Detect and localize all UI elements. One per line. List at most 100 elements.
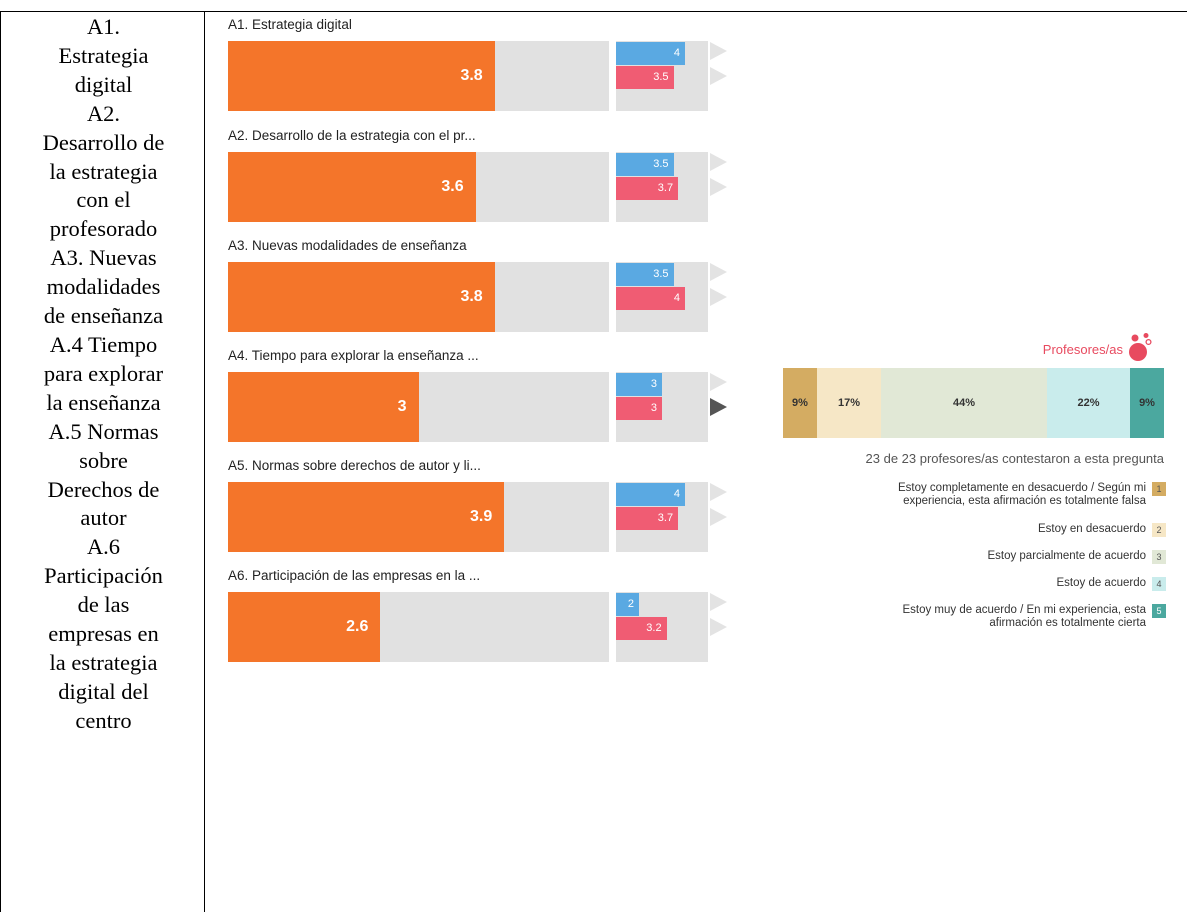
bar: 3 — [228, 372, 419, 442]
legend-swatch: 5 — [1152, 604, 1166, 618]
comparison-value-label: 3 — [650, 402, 657, 414]
comparison-bar-red: 3.2 — [616, 617, 667, 640]
distribution-segment: 9% — [1130, 368, 1164, 438]
play-arrow-icon[interactable] — [710, 178, 727, 196]
comparison-value-label: 4 — [673, 292, 680, 304]
comparison-bar-blue: 2 — [616, 593, 639, 616]
comparison-value-label: 4 — [673, 47, 680, 59]
group-label: Profesores/as — [1042, 342, 1123, 357]
item-title[interactable]: A4. Tiempo para explorar la enseñanza ..… — [228, 348, 479, 363]
comparison-value-label: 3.7 — [657, 182, 674, 194]
play-arrow-icon[interactable] — [710, 508, 727, 526]
comparison-chart: 3.5 3.7 — [616, 152, 708, 222]
play-arrow-icon[interactable] — [710, 483, 727, 501]
item-panel: A1. Estrategia digital 3.8 4 3.5 — [228, 17, 738, 122]
comparison-bar-blue: 3.5 — [616, 263, 674, 286]
play-arrow-icon[interactable] — [710, 593, 727, 611]
comparison-bar-red: 3.7 — [616, 177, 679, 200]
distribution-bar: 9% 17% 44% 22% 9% — [783, 368, 1164, 438]
bar: 3.9 — [228, 482, 505, 552]
item-panel: A4. Tiempo para explorar la enseñanza ..… — [228, 348, 738, 453]
comparison-bar-red: 3.5 — [616, 66, 674, 89]
item-title[interactable]: A2. Desarrollo de la estrategia con el p… — [228, 128, 476, 143]
bar-value-label: 3.6 — [441, 178, 464, 195]
comparison-bar-blue: 4 — [616, 483, 685, 506]
legend-label: Estoy parcialmente de acuerdo — [987, 550, 1146, 562]
comparison-value-label: 2 — [627, 598, 634, 610]
segment-value-label: 9% — [792, 397, 808, 409]
comparison-value-label: 3.5 — [653, 268, 669, 280]
legend-swatch: 3 — [1152, 550, 1166, 564]
legend-label: Estoy muy de acuerdo / En mi experiencia… — [902, 604, 1146, 629]
legend-swatch: 2 — [1152, 523, 1166, 537]
bar-track: 3.6 — [228, 152, 609, 222]
comparison-bar-blue: 3.5 — [616, 153, 674, 176]
bar: 3.6 — [228, 152, 476, 222]
comparison-bar-red: 3.7 — [616, 507, 679, 530]
play-arrow-icon[interactable] — [710, 373, 727, 391]
people-icon — [1129, 333, 1152, 361]
bar-track: 3 — [228, 372, 609, 442]
item-panel: A2. Desarrollo de la estrategia con el p… — [228, 128, 738, 233]
response-count: 23 de 23 profesores/as contestaron a est… — [865, 451, 1164, 466]
frame-top-border — [0, 11, 1187, 12]
item-title[interactable]: A6. Participación de las empresas en la … — [228, 568, 481, 583]
comparison-value-label: 4 — [673, 488, 680, 500]
bar-track: 2.6 — [228, 592, 609, 662]
comparison-bar-blue: 4 — [616, 42, 685, 65]
comparison-value-label: 3.5 — [653, 158, 669, 170]
distribution-segment: 9% — [783, 368, 817, 438]
item-panel: A6. Participación de las empresas en la … — [228, 568, 738, 673]
legend-swatch: 4 — [1152, 577, 1166, 591]
item-panel: A5. Normas sobre derechos de autor y li.… — [228, 458, 738, 563]
legend-item: Estoy de acuerdo 4 — [1056, 577, 1166, 591]
legend-item: Estoy parcialmente de acuerdo 3 — [987, 550, 1166, 564]
comparison-bar-red: 3 — [616, 397, 662, 420]
comparison-chart: 2 3.2 — [616, 592, 708, 662]
legend-item: Estoy en desacuerdo 2 — [1038, 523, 1166, 537]
segment-value-label: 22% — [1077, 397, 1100, 409]
comparison-chart: 3.5 4 — [616, 262, 708, 332]
play-arrow-icon[interactable] — [710, 263, 727, 281]
comparison-value-label: 3 — [650, 378, 657, 390]
comparison-chart: 4 3.7 — [616, 482, 708, 552]
play-arrow-icon[interactable] — [710, 67, 727, 85]
play-arrow-icon[interactable] — [710, 288, 727, 306]
bar-value-label: 3.9 — [469, 508, 493, 525]
comparison-value-label: 3.7 — [657, 512, 674, 524]
comparison-bar-red: 4 — [616, 287, 685, 310]
item-title[interactable]: A5. Normas sobre derechos de autor y li.… — [228, 458, 481, 473]
distribution-segment: 17% — [816, 368, 882, 438]
left-column: A1. Estrategia digital A2. Desarrollo de… — [0, 11, 205, 912]
item-title[interactable]: A1. Estrategia digital — [228, 17, 352, 32]
bar-value-label: 3.8 — [460, 288, 483, 305]
legend-item: Estoy muy de acuerdo / En mi experiencia… — [902, 604, 1166, 630]
comparison-bar-blue: 3 — [616, 373, 662, 396]
play-arrow-icon-active[interactable] — [710, 398, 727, 416]
bar-value-label: 2.6 — [346, 618, 369, 635]
legend-label: Estoy en desacuerdo — [1037, 523, 1146, 535]
bar-track: 3.8 — [228, 41, 609, 111]
comparison-value-label: 3.5 — [653, 71, 669, 83]
item-panel: A3. Nuevas modalidades de enseñanza 3.8 3.… — [228, 238, 738, 343]
bar-track: 3.9 — [228, 482, 609, 552]
bar-track: 3.8 — [228, 262, 609, 332]
play-arrow-icon[interactable] — [710, 42, 727, 60]
distribution-segment: 44% — [881, 368, 1048, 438]
distribution-segment: 22% — [1047, 368, 1131, 438]
comparison-chart: 4 3.5 — [616, 41, 708, 111]
legend-swatch: 1 — [1152, 482, 1166, 496]
segment-value-label: 44% — [953, 397, 976, 409]
legend-item: Estoy completamente en desacuerdo / Segú… — [898, 482, 1166, 508]
comparison-value-label: 3.2 — [646, 622, 662, 634]
play-arrow-icon[interactable] — [710, 618, 727, 636]
legend-label: Estoy de acuerdo — [1056, 577, 1146, 589]
play-arrow-icon[interactable] — [710, 153, 727, 171]
segment-value-label: 9% — [1139, 397, 1155, 409]
bar: 3.8 — [228, 262, 495, 332]
segment-value-label: 17% — [837, 397, 861, 409]
bar: 2.6 — [228, 592, 381, 662]
bar: 3.8 — [228, 41, 495, 111]
item-title[interactable]: A3. Nuevas modalidades de enseñanza — [228, 238, 467, 253]
